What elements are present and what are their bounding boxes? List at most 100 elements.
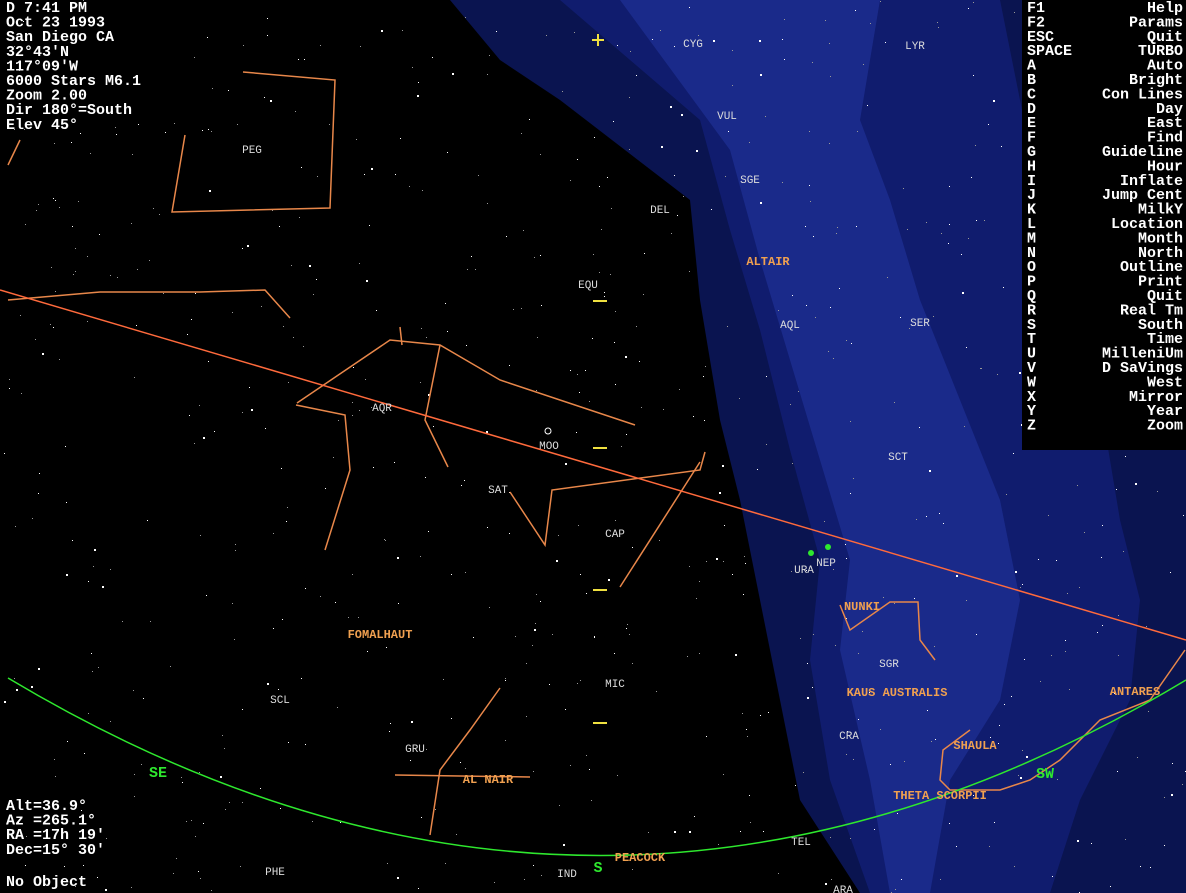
star [39, 473, 40, 474]
star [240, 866, 241, 867]
star [333, 457, 334, 458]
star [92, 671, 93, 672]
star [64, 866, 65, 867]
star [839, 288, 840, 289]
star [75, 248, 76, 249]
star [989, 846, 990, 847]
star [385, 540, 386, 541]
marker [593, 447, 607, 449]
star [1077, 485, 1078, 486]
star [1019, 372, 1021, 374]
star [1171, 794, 1173, 796]
star [55, 291, 56, 292]
star [397, 877, 399, 879]
star [577, 683, 578, 684]
star [367, 651, 368, 652]
star [830, 837, 831, 838]
constellation-label: ARA [833, 885, 853, 893]
star [279, 226, 280, 227]
star [418, 82, 419, 83]
star [199, 772, 200, 773]
star [997, 374, 998, 375]
star [88, 581, 89, 582]
star [994, 822, 995, 823]
star [199, 405, 200, 406]
star [1056, 560, 1057, 561]
star [1118, 615, 1119, 616]
star [98, 667, 99, 668]
star [696, 150, 698, 152]
star [1148, 711, 1149, 712]
star [509, 533, 510, 534]
star [696, 598, 697, 599]
star [966, 600, 967, 601]
star [425, 477, 426, 478]
star [644, 253, 645, 254]
constellation-label: SGR [879, 659, 899, 671]
star [496, 31, 497, 32]
star [625, 356, 627, 358]
star [384, 539, 385, 540]
star [411, 721, 413, 723]
star [807, 663, 808, 664]
star [189, 415, 190, 416]
star [386, 647, 387, 648]
star [487, 527, 488, 528]
constellation-label: SCT [888, 452, 908, 464]
star [432, 57, 433, 58]
star [281, 468, 282, 469]
star [293, 337, 294, 338]
star [366, 280, 368, 282]
star [589, 769, 590, 770]
star [1101, 557, 1102, 558]
star [890, 764, 891, 765]
star [529, 119, 530, 120]
star [937, 22, 938, 23]
star [639, 361, 640, 362]
star [420, 556, 421, 557]
star [387, 863, 388, 864]
star [809, 185, 810, 186]
star [1182, 784, 1183, 785]
star [211, 890, 212, 891]
star [84, 753, 85, 754]
menu-label[interactable]: Zoom [1147, 418, 1183, 435]
star [147, 520, 148, 521]
star [863, 64, 864, 65]
star [689, 831, 691, 833]
star [830, 307, 831, 308]
star [727, 326, 728, 327]
star [1014, 866, 1015, 867]
star [267, 18, 268, 19]
star [674, 175, 675, 176]
star [533, 865, 534, 866]
star [630, 51, 631, 52]
star [465, 768, 466, 769]
star [288, 382, 289, 383]
star [746, 729, 747, 730]
star [956, 846, 957, 847]
star [812, 62, 813, 63]
star [1125, 839, 1126, 840]
star [110, 275, 111, 276]
star [916, 519, 917, 520]
star [141, 764, 142, 765]
star [134, 377, 135, 378]
star [390, 723, 391, 724]
star [935, 739, 936, 740]
star [261, 306, 262, 307]
star [475, 269, 476, 270]
constellation-label: SAT [488, 485, 508, 497]
star [629, 634, 630, 635]
star [422, 190, 423, 191]
star [186, 821, 187, 822]
star [1110, 886, 1111, 887]
star [574, 32, 575, 33]
star [626, 628, 627, 629]
star [320, 45, 321, 46]
menu-key[interactable]: Z [1027, 418, 1036, 435]
star [629, 97, 630, 98]
marker [593, 300, 607, 302]
planet [808, 550, 814, 556]
star [181, 777, 182, 778]
